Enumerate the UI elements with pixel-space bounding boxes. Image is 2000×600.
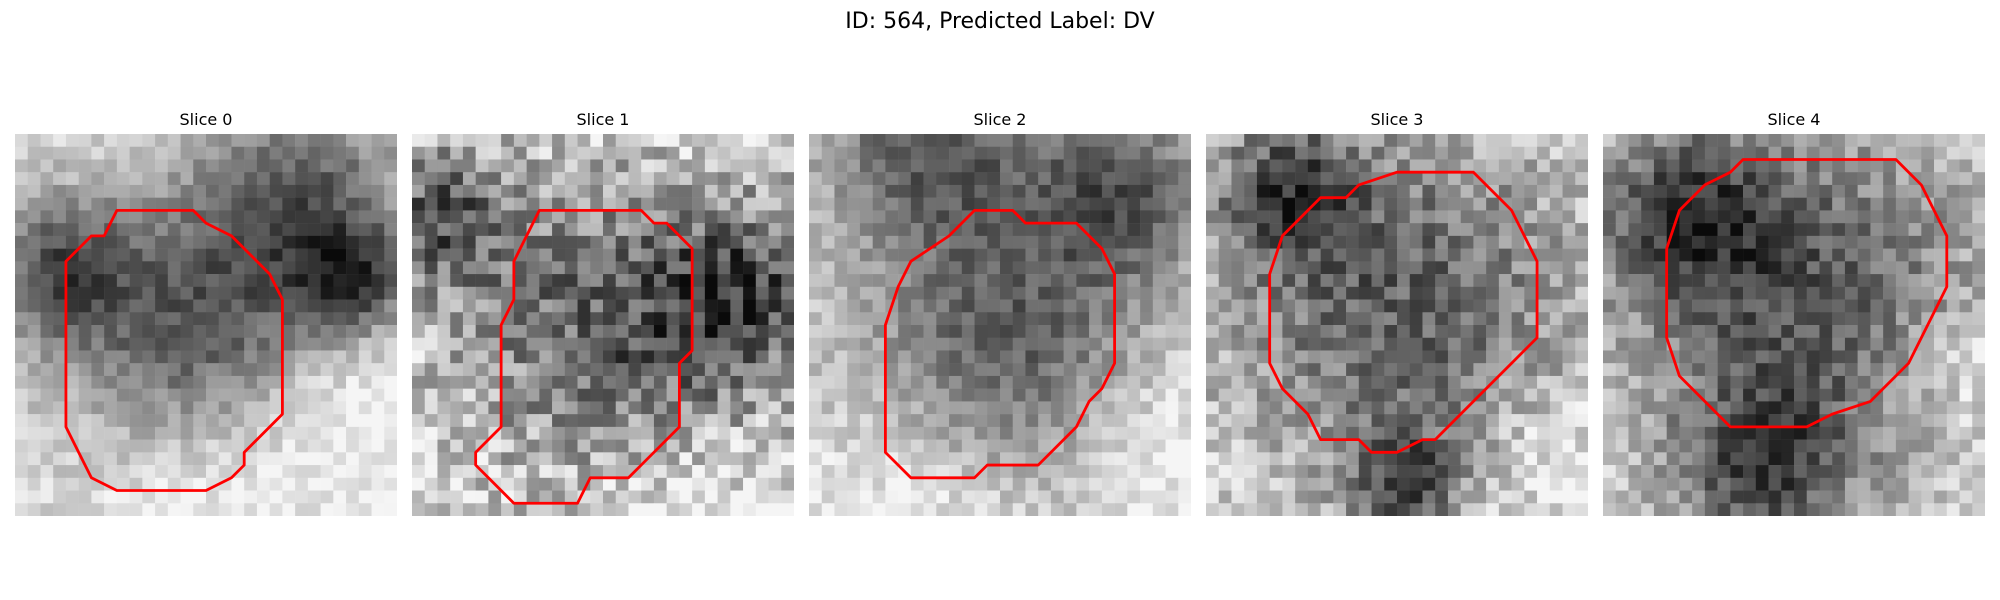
- slice-image: [809, 134, 1191, 516]
- grayscale-pixel-grid: [412, 134, 794, 516]
- grayscale-pixel-grid: [809, 134, 1191, 516]
- slice-title: Slice 4: [1767, 110, 1821, 129]
- slice-title: Slice 0: [179, 110, 233, 129]
- segmentation-contour: [883, 208, 1117, 480]
- slice-image: [412, 134, 794, 516]
- slice-panel-3: Slice 3: [1206, 108, 1588, 516]
- slice-panel-4: Slice 4: [1603, 108, 1985, 516]
- slice-title: Slice 1: [576, 110, 630, 129]
- slice-image: [1206, 134, 1588, 516]
- slice-panel-1: Slice 1: [412, 108, 794, 516]
- slice-image: [15, 134, 397, 516]
- segmentation-contour: [64, 208, 284, 492]
- slice-image: [1603, 134, 1985, 516]
- segmentation-contour: [1665, 158, 1949, 429]
- segmentation-contour: [474, 208, 694, 505]
- grayscale-pixel-grid: [15, 134, 397, 516]
- slice-title: Slice 2: [973, 110, 1027, 129]
- segmentation-contour: [1268, 170, 1539, 454]
- grayscale-pixel-grid: [1206, 134, 1588, 516]
- slice-panel-2: Slice 2: [809, 108, 1191, 516]
- grayscale-pixel-grid: [1603, 134, 1985, 516]
- slice-title: Slice 3: [1370, 110, 1424, 129]
- figure-title: ID: 564, Predicted Label: DV: [845, 9, 1155, 34]
- slice-panel-0: Slice 0: [15, 108, 397, 516]
